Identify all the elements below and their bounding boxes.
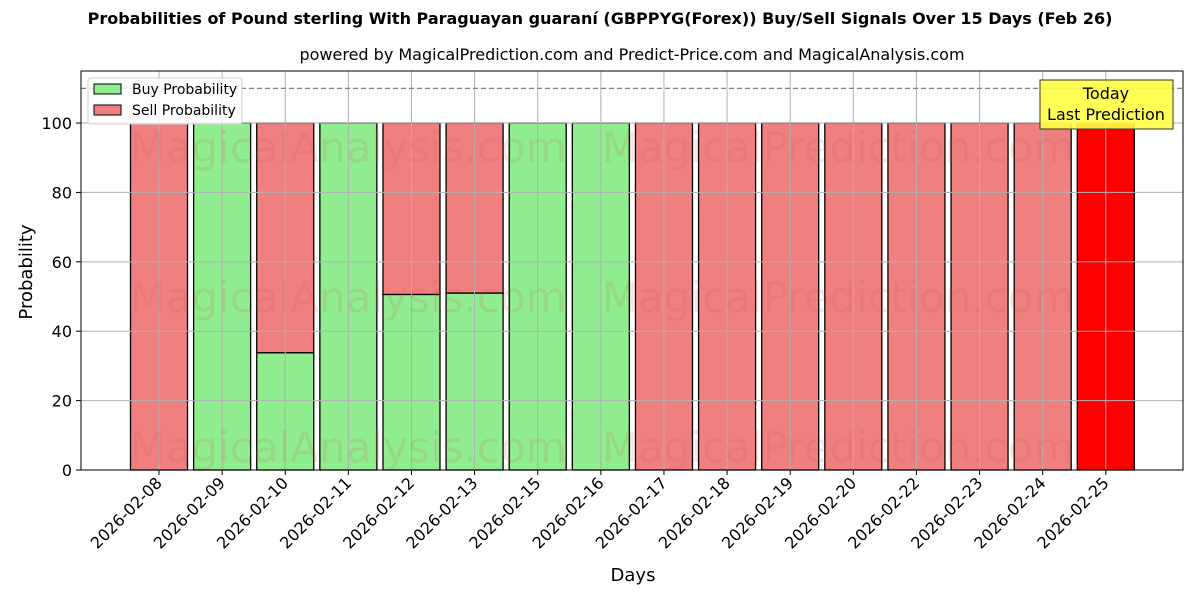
watermark-text: MagicalPrediction.com: [602, 273, 1075, 322]
y-tick-label: 100: [41, 114, 72, 133]
chart-title: Probabilities of Pound sterling With Par…: [87, 9, 1113, 28]
annotation-line-1: Today: [1082, 84, 1129, 103]
y-tick-label: 80: [52, 183, 72, 202]
y-tick-label: 20: [52, 392, 72, 411]
watermark-text: MagicalAnalysis.com: [130, 273, 567, 322]
watermarks: MagicalAnalysis.com MagicalPrediction.com…: [130, 123, 1075, 472]
legend-swatch-buy: [93, 83, 122, 95]
legend-box: [87, 77, 243, 125]
legend: Buy Probability Sell Probability: [87, 77, 243, 125]
x-axis: 2026-02-082026-02-092026-02-102026-02-11…: [87, 470, 1113, 553]
plot-frame: [80, 70, 1184, 471]
annotation-box: [1039, 79, 1174, 130]
x-axis-label: Days: [611, 565, 656, 586]
legend-label-buy: Buy Probability: [132, 82, 237, 98]
y-axis: 0 20 40 60 80 100: [41, 114, 81, 480]
y-axis-label: Probability: [16, 224, 37, 319]
watermark-text: MagicalPrediction.com: [602, 423, 1075, 472]
y-tick-label: 40: [52, 322, 72, 341]
today-annotation: Today Last Prediction: [1039, 79, 1174, 130]
y-tick-label: 0: [62, 461, 72, 480]
grid-lines: [81, 71, 1183, 471]
legend-swatch-sell: [93, 104, 122, 116]
watermark-text: MagicalAnalysis.com: [130, 423, 567, 472]
legend-label-sell: Sell Probability: [132, 103, 236, 119]
watermark-text: MagicalAnalysis.com: [130, 123, 567, 172]
y-tick-label: 60: [52, 253, 72, 272]
watermark-text: MagicalPrediction.com: [602, 123, 1075, 172]
chart-subtitle: powered by MagicalPrediction.com and Pre…: [299, 45, 965, 64]
annotation-line-2: Last Prediction: [1047, 105, 1165, 124]
